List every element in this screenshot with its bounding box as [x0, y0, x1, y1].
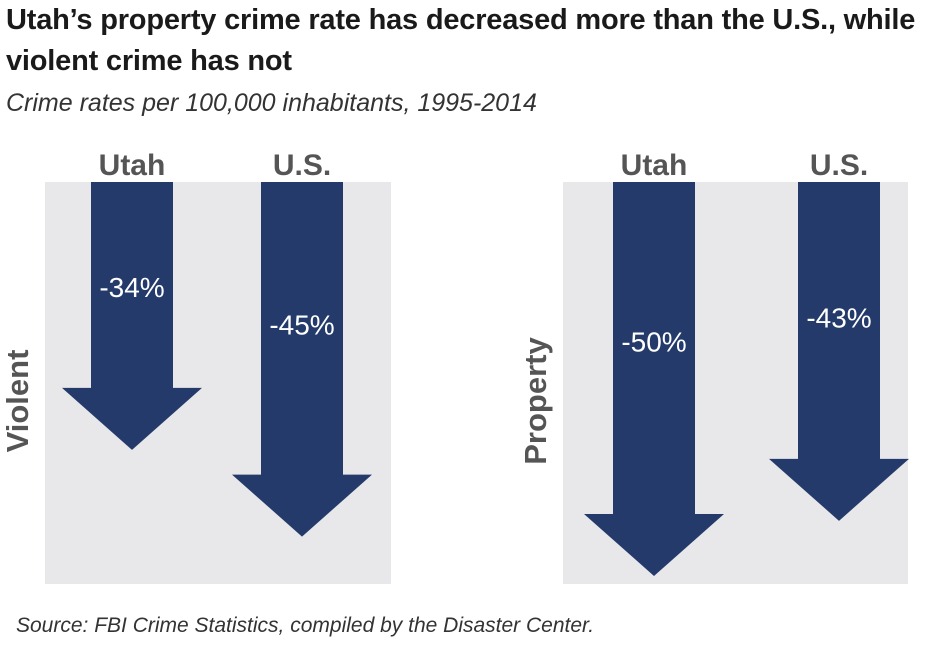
data-label: -43% — [806, 303, 871, 334]
chart-title: Utah’s property crime rate has decreased… — [6, 4, 916, 77]
arrow-bar — [769, 182, 909, 521]
data-label: -50% — [621, 326, 686, 357]
column-label: U.S. — [273, 149, 331, 182]
column-label: Utah — [621, 149, 688, 182]
column-label: U.S. — [810, 149, 868, 182]
panel-label-property: Property — [518, 337, 553, 465]
arrow-bar — [584, 182, 724, 576]
arrow-bar — [232, 182, 372, 537]
data-label: -34% — [99, 272, 164, 303]
column-label: Utah — [99, 149, 166, 182]
source-note: Source: FBI Crime Statistics, compiled b… — [16, 614, 595, 637]
chart-subtitle: Crime rates per 100,000 inhabitants, 199… — [6, 89, 537, 117]
panel-property: Property Utah -50% U.S. -43% — [518, 149, 909, 584]
data-label: -45% — [269, 309, 334, 340]
panel-label-violent: Violent — [0, 350, 35, 453]
panel-violent: Violent Utah -34% U.S. -45% — [0, 149, 391, 584]
arrow-bar — [62, 182, 202, 450]
